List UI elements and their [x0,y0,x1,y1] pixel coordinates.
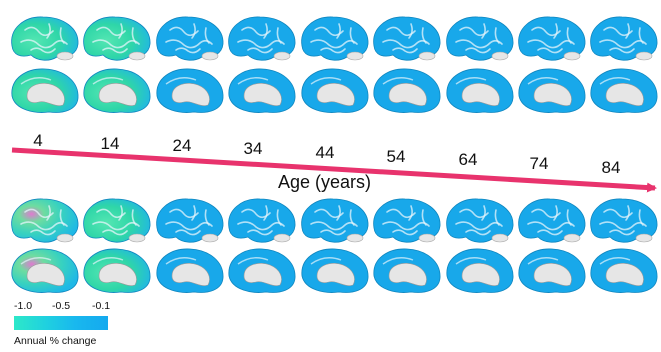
age-label: 54 [386,147,406,166]
top-row-lateral-brain-7 [446,16,514,61]
legend-tick-min: -1.0 [14,300,33,312]
top-row-medial-brain-3 [156,68,224,113]
bottom-row-medial-brain-3 [156,248,224,293]
top-row-lateral-brain-5 [301,16,369,61]
bottom-row-medial-brain-7 [446,248,514,293]
age-axis-arrow [11,147,657,193]
bottom-row-medial-brain-2 [83,248,151,293]
legend-ticks: -1.0 -0.5 -0.1 [14,300,124,314]
bottom-row-lateral-brain-4 [228,198,296,243]
bottom-row-medial-brain-5 [301,248,369,293]
top-row-medial-brain-6 [373,68,441,113]
bottom-row-lateral-brain-3 [156,198,224,243]
age-label: 14 [100,134,120,153]
age-label: 84 [601,158,621,177]
bottom-row-lateral-brain-9 [590,198,658,243]
age-label: 64 [458,150,478,169]
bottom-row-lateral-brain-8 [518,198,586,243]
bottom-row-medial-brain-1 [11,248,79,293]
top-row-medial-brain-2 [83,68,151,113]
top-row-medial-brain-9 [590,68,658,113]
bottom-row-lateral-brain-1 [11,198,79,243]
bottom-row-lateral-brain-7 [446,198,514,243]
legend-caption: Annual % change [14,335,97,347]
bottom-row-medial-brain-4 [228,248,296,293]
top-row-lateral-brain-4 [228,16,296,61]
age-label: 74 [529,154,549,173]
color-legend: -1.0 -0.5 -0.1 Annual % change [14,300,124,352]
top-row-medial-brain-1 [11,68,79,113]
top-row-medial-brain-5 [301,68,369,113]
age-label: 44 [315,143,335,162]
top-row-lateral-brain-2 [83,16,151,61]
legend-colorbar [14,316,108,330]
brain-panels [11,16,658,293]
top-row-medial-brain-4 [228,68,296,113]
bottom-row-medial-brain-9 [590,248,658,293]
top-row-lateral-brain-6 [373,16,441,61]
top-row-medial-brain-7 [446,68,514,113]
top-row-lateral-brain-3 [156,16,224,61]
age-label: 34 [243,139,263,158]
top-row-lateral-brain-1 [11,16,79,61]
age-axis-title: Age (years) [278,172,372,192]
top-row-medial-brain-8 [518,68,586,113]
age-label: 4 [33,131,43,150]
top-row-lateral-brain-9 [590,16,658,61]
bottom-row-medial-brain-8 [518,248,586,293]
bottom-row-lateral-brain-6 [373,198,441,243]
bottom-row-lateral-brain-2 [83,198,151,243]
legend-tick-max: -0.1 [92,300,111,312]
age-label: 24 [172,136,192,155]
bottom-row-medial-brain-6 [373,248,441,293]
top-row-lateral-brain-8 [518,16,586,61]
bottom-row-lateral-brain-5 [301,198,369,243]
legend-tick-mid: -0.5 [52,300,71,312]
